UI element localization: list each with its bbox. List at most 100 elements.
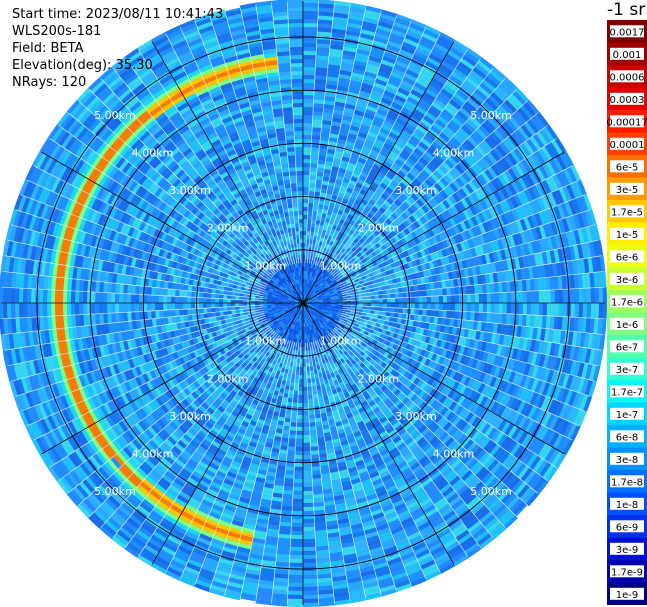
ray-cell: [366, 135, 377, 143]
ray-cell: [303, 134, 312, 140]
ray-cell: [396, 232, 404, 240]
ray-cell: [330, 40, 345, 47]
ray-cell: [307, 219, 312, 224]
ray-cell: [545, 177, 556, 193]
ray-cell: [333, 257, 339, 263]
ray-cell: [373, 202, 381, 210]
ray-cell: [318, 200, 325, 206]
ray-cell: [345, 140, 355, 147]
ray-cell: [381, 271, 387, 277]
ray-cell: [466, 97, 480, 110]
ray-cell: [487, 94, 501, 108]
ray-cell: [303, 382, 308, 388]
ray-cell: [373, 178, 382, 186]
ray-cell: [303, 50, 317, 56]
ray-cell: [337, 138, 347, 145]
ray-cell: [328, 60, 342, 66]
ray-cell: [338, 73, 352, 80]
ray-cell: [324, 164, 333, 170]
ray-cell: [446, 122, 459, 134]
ray-cell: [303, 430, 310, 435]
ray-cell: [460, 158, 471, 170]
ray-cell: [340, 248, 346, 254]
ray-cell: [425, 88, 439, 99]
ray-cell: [377, 185, 386, 193]
ray-cell: [422, 134, 434, 145]
ray-separator: [306, 2, 335, 264]
ray-cell: [477, 106, 490, 120]
ray-cell: [307, 293, 311, 297]
ray-cell: [314, 283, 319, 288]
ray-cell: [590, 303, 595, 319]
ray-cell: [303, 442, 311, 447]
ray-cell: [442, 187, 452, 198]
ray-cell: [312, 293, 317, 297]
ray-cell: [334, 150, 344, 157]
ray-cell: [323, 260, 327, 265]
ray-cell: [341, 198, 349, 205]
ray-separator: [324, 49, 468, 270]
ray-cell: [373, 36, 389, 45]
ray-cell: [293, 474, 303, 480]
ray-cell: [347, 133, 358, 140]
ray-cell: [303, 474, 313, 480]
ray-cell: [295, 450, 303, 456]
ray-cell: [455, 64, 470, 77]
ray-cell: [310, 298, 315, 301]
ray-cell: [442, 199, 451, 210]
ray-cell: [535, 167, 546, 182]
ray-cell: [350, 154, 359, 162]
ray-cell: [289, 430, 297, 435]
ray-cell: [303, 482, 313, 487]
ray-cell: [284, 417, 291, 423]
ray-cell: [401, 257, 408, 265]
ray-cell: [438, 223, 446, 233]
ray-cell: [290, 422, 297, 427]
ray-cell: [334, 183, 342, 189]
ray-cell: [452, 224, 461, 235]
ray-cell: [307, 279, 310, 284]
ray-cell: [329, 283, 335, 287]
ray-cell: [303, 582, 318, 587]
ray-cell: [325, 284, 330, 288]
ray-cell: [425, 25, 441, 36]
ray-cell: [343, 267, 349, 273]
ray-cell: [390, 230, 397, 238]
ray-cell: [314, 289, 319, 293]
ray-cell: [494, 176, 504, 189]
ray-cell: [436, 151, 448, 162]
ray-cell: [364, 205, 372, 213]
ray-cell: [303, 291, 305, 295]
ray-cell: [304, 271, 307, 276]
ray-cell: [550, 303, 556, 317]
ray-cell: [410, 231, 418, 239]
ray-cell: [460, 82, 475, 95]
ray-cell: [303, 410, 309, 415]
ray-cell: [313, 295, 318, 299]
ray-cell: [412, 178, 422, 187]
ray-cell: [303, 103, 314, 108]
ray-cell: [398, 308, 403, 314]
ray-cell: [383, 90, 396, 99]
ray-cell: [594, 287, 599, 303]
ray-cell: [326, 285, 331, 289]
ray-cell: [333, 247, 338, 253]
ray-cell: [386, 298, 392, 303]
ray-cell: [356, 161, 365, 168]
ray-cell: [307, 386, 313, 391]
ray-cell: [439, 112, 452, 123]
ray-cell: [507, 210, 516, 223]
ray-cell: [498, 303, 503, 314]
ray-cell: [432, 206, 441, 216]
ray-cell: [346, 22, 362, 30]
ray-cell: [574, 303, 579, 318]
ray-cell: [545, 124, 558, 140]
ray-cell: [303, 175, 310, 180]
ray-cell: [287, 590, 303, 595]
ray-cell: [517, 161, 529, 175]
ray-cell: [308, 294, 312, 298]
ray-cell: [372, 86, 385, 94]
ray-cell: [497, 174, 508, 187]
ray-cell: [413, 220, 421, 229]
ray-cell: [433, 170, 443, 180]
